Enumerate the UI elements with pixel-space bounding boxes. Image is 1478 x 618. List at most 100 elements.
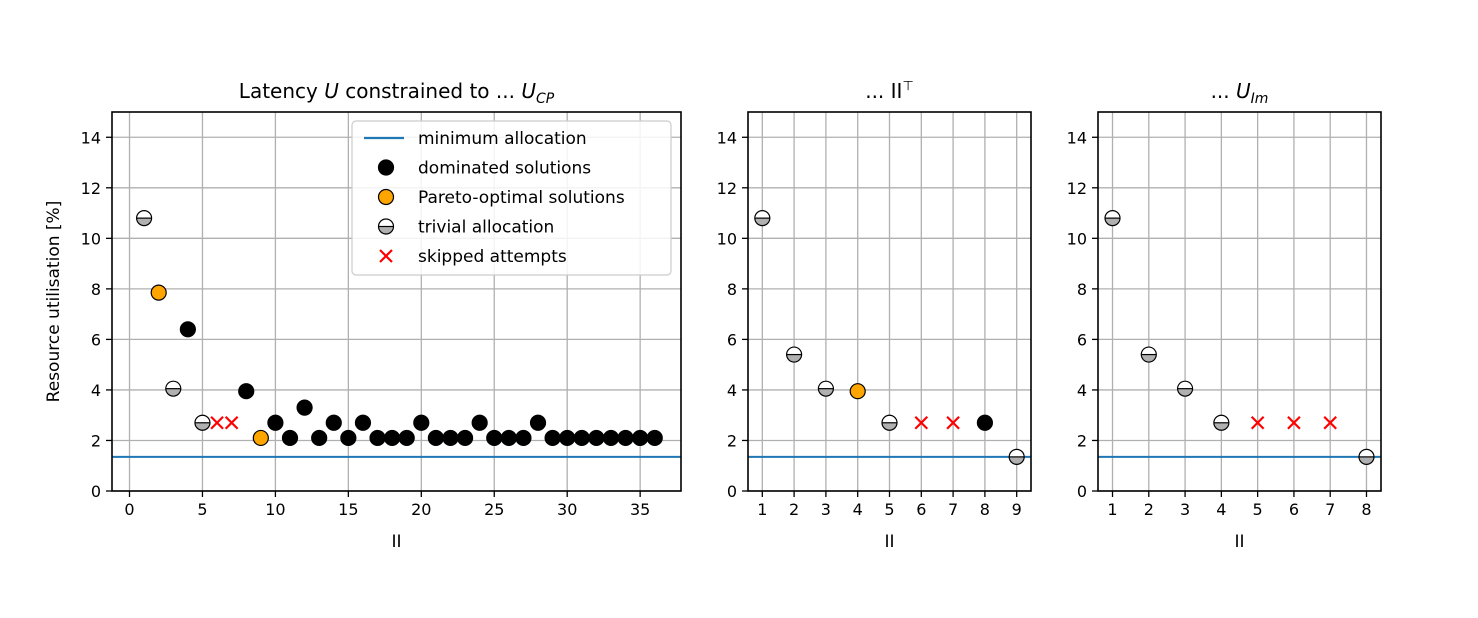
x-tick-label: 10 (265, 500, 285, 519)
title-text: ... II (865, 79, 902, 103)
title-variable: U (521, 79, 536, 103)
dominated-point (976, 414, 993, 431)
dominated-point (179, 321, 196, 338)
marker-top-half (1141, 347, 1157, 355)
marker-outline (881, 414, 898, 431)
dominated-point (515, 429, 532, 447)
dominated-point (238, 383, 255, 400)
axes-frame (1097, 111, 1382, 492)
title-subscript: Im (1251, 91, 1269, 107)
x-axis-label: II (884, 532, 894, 552)
y-tick-label: 0 (91, 482, 101, 501)
y-tick-label: 10 (717, 229, 737, 248)
y-tick-label: 12 (1067, 179, 1087, 198)
x-tick-label: 4 (853, 500, 863, 519)
trivial-point (817, 380, 835, 397)
marker-bottom-half (818, 388, 834, 397)
x-tick-label: 2 (789, 500, 799, 519)
title-variable: U (1236, 79, 1251, 103)
marker-top-half (1177, 381, 1193, 389)
dominated-point (456, 429, 474, 447)
skipped-point (210, 416, 224, 430)
dominated-point (602, 429, 620, 447)
marker-outline (165, 380, 182, 397)
cross-stroke (914, 416, 929, 430)
y-tick-label: 14 (1067, 128, 1087, 147)
x-axis-label: II (1234, 532, 1244, 552)
x-tick-label: 35 (630, 500, 650, 519)
marker-outline (194, 414, 211, 431)
y-tick-label: 14 (717, 128, 737, 147)
y-tick-label: 2 (91, 431, 101, 450)
marker-top-half (818, 381, 834, 389)
marker-bottom-half (1358, 456, 1374, 465)
dominated-point (427, 429, 444, 447)
x-tick-label: 2 (1144, 500, 1154, 519)
marker-bottom-half (194, 422, 210, 431)
x-tick-label: 15 (338, 500, 358, 519)
panel-title: ... UIm (1211, 79, 1269, 107)
marker-bottom-half (378, 226, 394, 234)
cross-stroke (1323, 416, 1337, 430)
marker-outline (135, 210, 153, 227)
x-tick-label: 5 (197, 500, 207, 519)
y-tick-label: 0 (727, 482, 737, 501)
dominated-point (325, 414, 342, 431)
title-middle: constrained to ... (339, 79, 521, 103)
dominated-point (442, 429, 459, 447)
trivial-point (194, 414, 211, 431)
marker-bottom-half (1141, 354, 1157, 363)
marker-bottom-half (136, 218, 152, 226)
cross-stroke (946, 416, 960, 430)
marker-top-half (378, 219, 394, 227)
x-tick-label: 9 (1012, 500, 1022, 519)
y-tick-label: 8 (727, 280, 737, 299)
marker-outline (1213, 414, 1230, 431)
marker-bottom-half (882, 422, 897, 431)
legend-label: minimum allocation (418, 129, 587, 149)
marker-top-half (136, 210, 152, 219)
y-tick-label: 0 (1077, 482, 1087, 501)
marker-bottom-half (1105, 218, 1121, 226)
trivial-point (1104, 210, 1121, 227)
x-tick-label: 25 (484, 500, 504, 519)
x-tick-label: 3 (1180, 500, 1190, 519)
marker-top-half (1009, 449, 1025, 457)
marker-bottom-half (1213, 422, 1229, 431)
dominated-point (398, 429, 415, 447)
x-tick-label: 3 (821, 500, 831, 519)
x-axis-label: II (391, 532, 401, 552)
marker-bottom-half (165, 388, 181, 397)
marker-top-half (1213, 415, 1229, 423)
dominated-point (500, 429, 517, 447)
y-tick-label: 8 (91, 280, 101, 299)
marker-outline (1008, 448, 1025, 465)
trivial-point (754, 210, 771, 227)
legend: minimum allocation dominated solutions Par… (351, 120, 672, 276)
legend-dominated-icon (377, 159, 395, 176)
trivial-point (1140, 346, 1157, 363)
marker-top-half (754, 210, 770, 219)
dominated-point (340, 429, 357, 447)
title-subscript: CP (536, 91, 555, 107)
dominated-point (588, 429, 605, 447)
skipped-point (1250, 416, 1265, 430)
dominated-point (311, 429, 328, 447)
dominated-point (471, 414, 488, 431)
skipped-point (914, 416, 929, 430)
trivial-point (1213, 414, 1230, 431)
skipped-point (1287, 416, 1301, 430)
axes-frame (111, 111, 682, 492)
x-tick-label: 4 (1216, 500, 1226, 519)
dominated-point (354, 414, 372, 431)
dominated-point (281, 429, 299, 447)
x-tick-label: 1 (1107, 500, 1117, 519)
marker-top-half (882, 415, 897, 423)
dominated-point (559, 429, 576, 447)
cross-stroke (379, 249, 393, 263)
title-superscript: ⊤ (902, 79, 913, 94)
y-tick-label: 4 (727, 381, 737, 400)
marker-top-half (1105, 210, 1121, 219)
